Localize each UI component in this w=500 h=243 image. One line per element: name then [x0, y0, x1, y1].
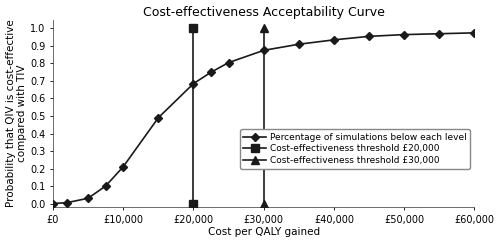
Legend: Percentage of simulations below each level, Cost-effectiveness threshold £20,000: Percentage of simulations below each lev…	[240, 129, 470, 169]
Title: Cost-effectiveness Acceptability Curve: Cost-effectiveness Acceptability Curve	[143, 6, 384, 18]
Percentage of simulations below each level	[50, 202, 56, 205]
Y-axis label: Probability that QIV is cost-effective
compared with TIV: Probability that QIV is cost-effective c…	[6, 19, 27, 207]
Percentage of simulations below each level	[401, 33, 407, 36]
X-axis label: Cost per QALY gained: Cost per QALY gained	[208, 227, 320, 237]
Percentage of simulations below each level	[366, 35, 372, 38]
Percentage of simulations below each level	[296, 43, 302, 46]
Percentage of simulations below each level	[331, 38, 337, 41]
Percentage of simulations below each level	[260, 49, 266, 52]
Percentage of simulations below each level	[102, 185, 108, 188]
Percentage of simulations below each level	[85, 197, 91, 200]
Percentage of simulations below each level	[190, 82, 196, 85]
Percentage of simulations below each level	[64, 201, 70, 204]
Percentage of simulations below each level	[472, 31, 478, 34]
Percentage of simulations below each level	[208, 71, 214, 74]
Line: Percentage of simulations below each level: Percentage of simulations below each lev…	[50, 30, 477, 206]
Percentage of simulations below each level	[226, 61, 232, 64]
Percentage of simulations below each level	[120, 165, 126, 168]
Percentage of simulations below each level	[156, 116, 162, 119]
Percentage of simulations below each level	[436, 32, 442, 35]
